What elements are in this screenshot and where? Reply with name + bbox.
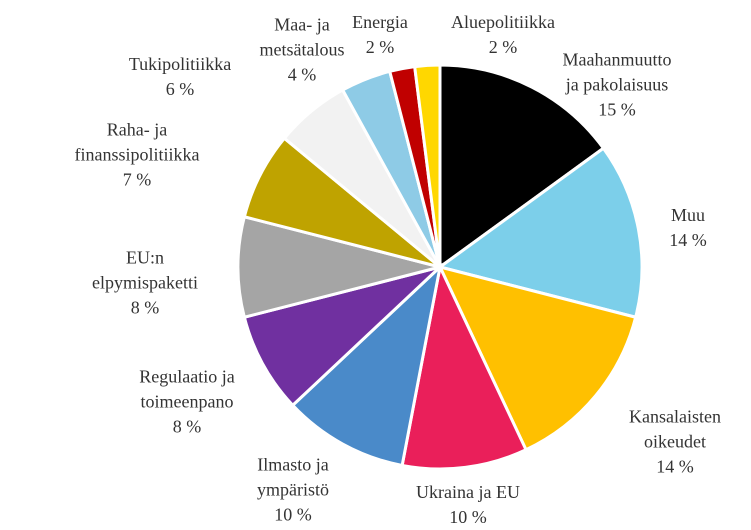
category-label: Kansalaisten oikeudet	[629, 406, 721, 452]
category-label: Raha- ja finanssipolitiikka	[74, 119, 200, 165]
pie-slice	[290, 262, 443, 468]
slice-label: Muu 14 %	[669, 203, 707, 253]
slice-label: Maahanmuutto ja pakolaisuus 15 %	[563, 48, 672, 123]
value-label: 10 %	[449, 507, 487, 527]
slice-label: Ilmasto ja ympäristö 10 %	[257, 453, 329, 528]
value-label: 14 %	[656, 456, 694, 477]
category-label: Energia	[352, 12, 408, 32]
pie-slice	[242, 265, 442, 408]
category-label: Ukraina ja EU	[416, 482, 520, 502]
category-label: Maahanmuutto ja pakolaisuus	[562, 49, 672, 95]
category-label: Ilmasto ja ympäristö	[257, 454, 329, 500]
category-label: Muu	[670, 205, 705, 225]
value-label: 8 %	[172, 416, 202, 437]
pie-slice	[436, 146, 644, 320]
slice-label: Maa- ja metsätalous 4 %	[260, 13, 345, 88]
value-label: 6 %	[165, 79, 195, 99]
slice-label: EU:n elpymispaketti 8 %	[92, 246, 198, 321]
pie-slice	[437, 264, 638, 452]
value-label: 2 %	[365, 37, 395, 57]
slice-label: Tukipolitiikka 6 %	[129, 52, 231, 102]
slice-label: Aluepolitiikka 2 %	[451, 10, 555, 60]
value-label: 14 %	[669, 230, 707, 250]
value-label: 10 %	[274, 504, 312, 525]
slice-label: Raha- ja finanssipolitiikka 7 %	[75, 118, 200, 193]
pie-slice	[236, 214, 441, 320]
category-label: Maa- ja metsätalous	[259, 14, 345, 60]
category-label: Aluepolitiikka	[451, 12, 555, 32]
category-label: Regulaatio ja toimeenpano	[139, 366, 235, 412]
value-label: 4 %	[287, 64, 317, 85]
slice-label: Ukraina ja EU 10 %	[416, 480, 520, 530]
value-label: 15 %	[598, 99, 636, 120]
category-label: EU:n elpymispaketti	[92, 247, 198, 293]
pie-slice	[400, 262, 529, 471]
slice-label: Energia 2 %	[352, 10, 408, 60]
slice-label: Kansalaisten oikeudet 14 %	[629, 405, 721, 480]
value-label: 7 %	[122, 169, 152, 190]
value-label: 8 %	[130, 297, 160, 318]
slice-label: Regulaatio ja toimeenpano 8 %	[139, 365, 234, 440]
value-label: 2 %	[488, 37, 518, 57]
pie-slice	[438, 63, 606, 270]
category-label: Tukipolitiikka	[128, 54, 232, 74]
pie-slice	[413, 63, 442, 268]
